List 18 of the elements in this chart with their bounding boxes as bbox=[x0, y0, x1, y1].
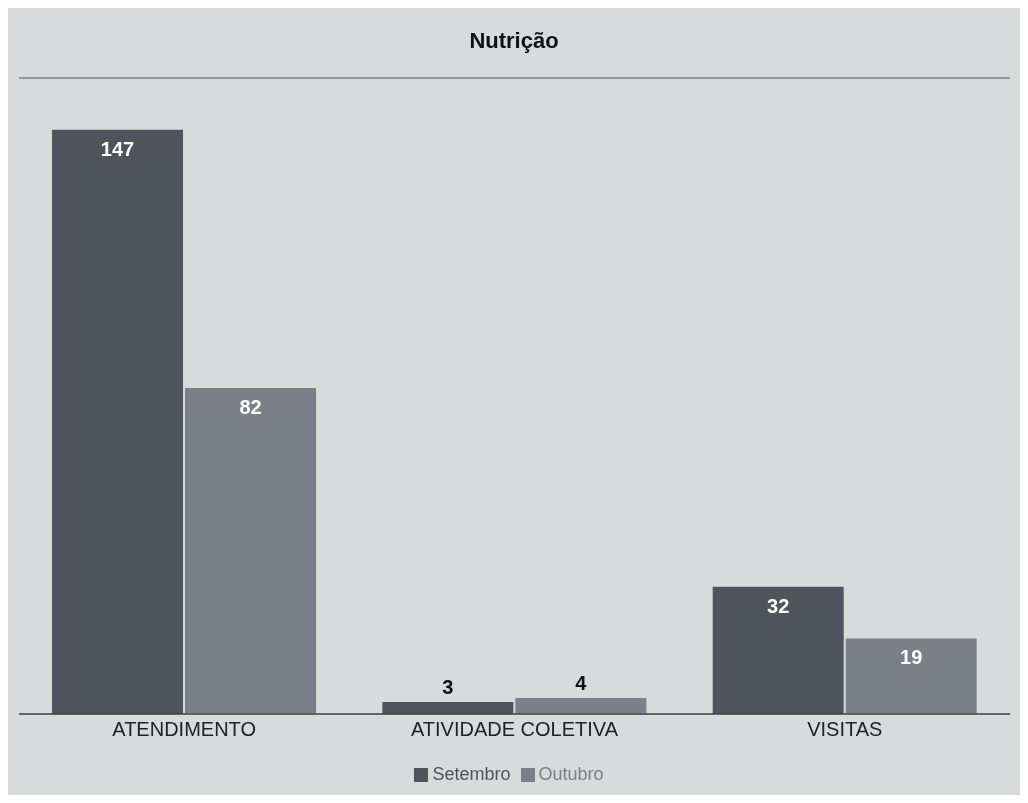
x-tick-label: ATENDIMENTO bbox=[112, 718, 257, 741]
legend-label: Setembro bbox=[432, 764, 511, 784]
bar bbox=[52, 129, 184, 714]
bar bbox=[382, 702, 514, 714]
bar bbox=[515, 698, 647, 714]
data-label: 32 bbox=[767, 594, 790, 617]
data-label: 19 bbox=[900, 646, 923, 669]
data-label: 4 bbox=[575, 672, 588, 695]
legend-label: Outubro bbox=[538, 764, 604, 784]
data-label: 3 bbox=[442, 676, 454, 699]
x-tick-label: VISITAS bbox=[807, 718, 883, 741]
bar bbox=[185, 388, 317, 714]
chart-title: Nutrição bbox=[468, 27, 560, 55]
x-tick-label: ATIVIDADE COLETIVA bbox=[410, 718, 619, 741]
bar bbox=[845, 638, 977, 714]
data-label: 147 bbox=[100, 137, 135, 160]
data-label: 82 bbox=[239, 396, 262, 419]
bar bbox=[712, 586, 844, 714]
